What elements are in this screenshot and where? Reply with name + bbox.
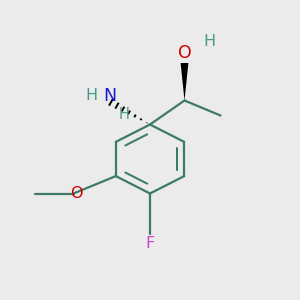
Polygon shape: [181, 63, 188, 100]
Text: O: O: [70, 186, 83, 201]
Text: O: O: [178, 44, 191, 62]
Text: H: H: [118, 107, 129, 122]
Text: H: H: [203, 34, 215, 49]
Text: F: F: [146, 236, 154, 250]
Text: H: H: [85, 88, 98, 104]
Text: N: N: [103, 87, 116, 105]
